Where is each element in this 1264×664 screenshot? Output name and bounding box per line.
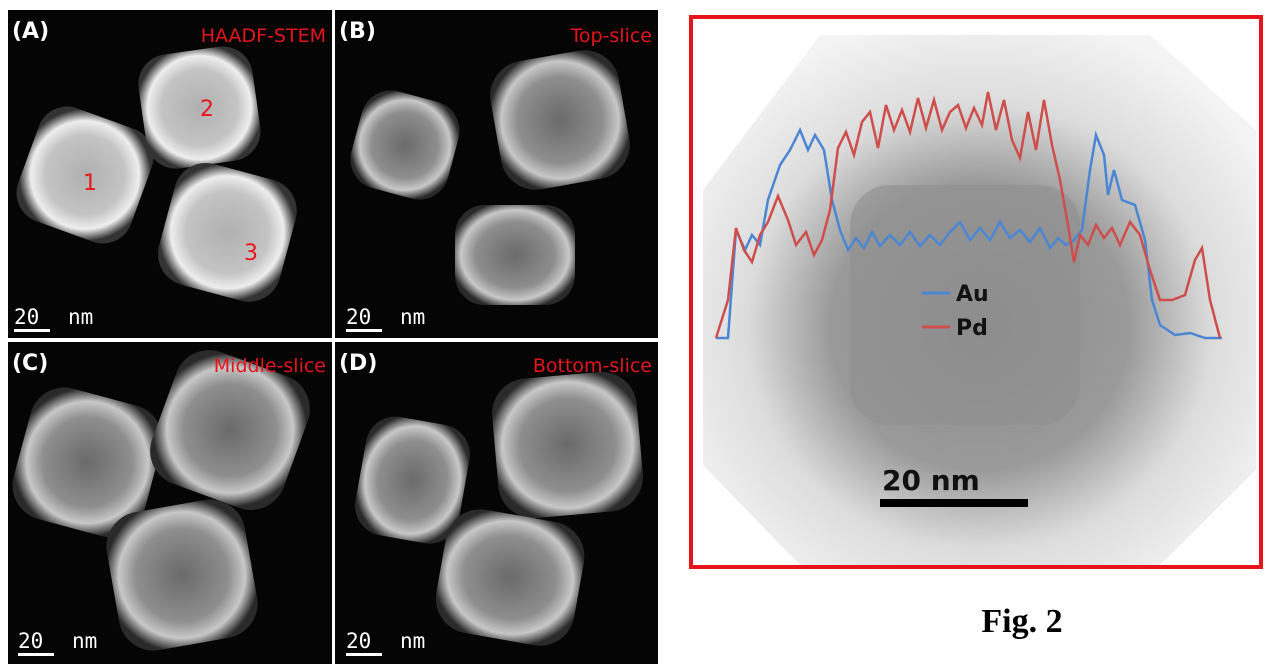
scale-value: 20 <box>14 305 39 329</box>
scale-label: 20 nm <box>882 464 980 497</box>
caption: Fig. 2 <box>981 603 1062 640</box>
panel-b <box>335 10 658 338</box>
scale-unit: nm <box>400 305 425 329</box>
figure: (A) HAADF-STEM (B) Top-slice (C) Middle-… <box>0 0 1264 664</box>
scale-value: 20 <box>346 305 371 329</box>
page: {"panels": [ {"label": "(A)", "title": "… <box>0 0 1264 664</box>
legend-entry: Pd <box>956 316 988 341</box>
panel-d <box>335 342 658 664</box>
particle-label: 1 <box>83 171 97 196</box>
particle-label: 3 <box>244 241 258 266</box>
panel-title: Top-slice <box>569 25 652 47</box>
panel-label: (A) <box>12 19 49 44</box>
body: (A) HAADF-STEM (B) Top-slice (C) Middle-… <box>0 0 1264 664</box>
panel-label: (C) <box>12 351 48 376</box>
panel-title: HAADF-STEM <box>201 25 326 47</box>
particle-label: 2 <box>200 97 214 122</box>
panel-a <box>8 10 332 338</box>
scale-unit: nm <box>400 629 425 653</box>
panel-label: (B) <box>339 19 376 44</box>
panel-c <box>5 340 332 664</box>
profile-panel: Au Pd 20 nm <box>691 17 1261 567</box>
panel-label: (D) <box>339 351 377 376</box>
panel-title: Bottom-slice <box>533 355 652 377</box>
scale-value: 20 <box>346 629 371 653</box>
legend-entry: Au <box>956 282 989 307</box>
scale-value: 20 <box>18 629 43 653</box>
panel-title: Middle-slice <box>214 355 326 377</box>
scale-unit: nm <box>68 305 93 329</box>
scale-unit: nm <box>72 629 97 653</box>
